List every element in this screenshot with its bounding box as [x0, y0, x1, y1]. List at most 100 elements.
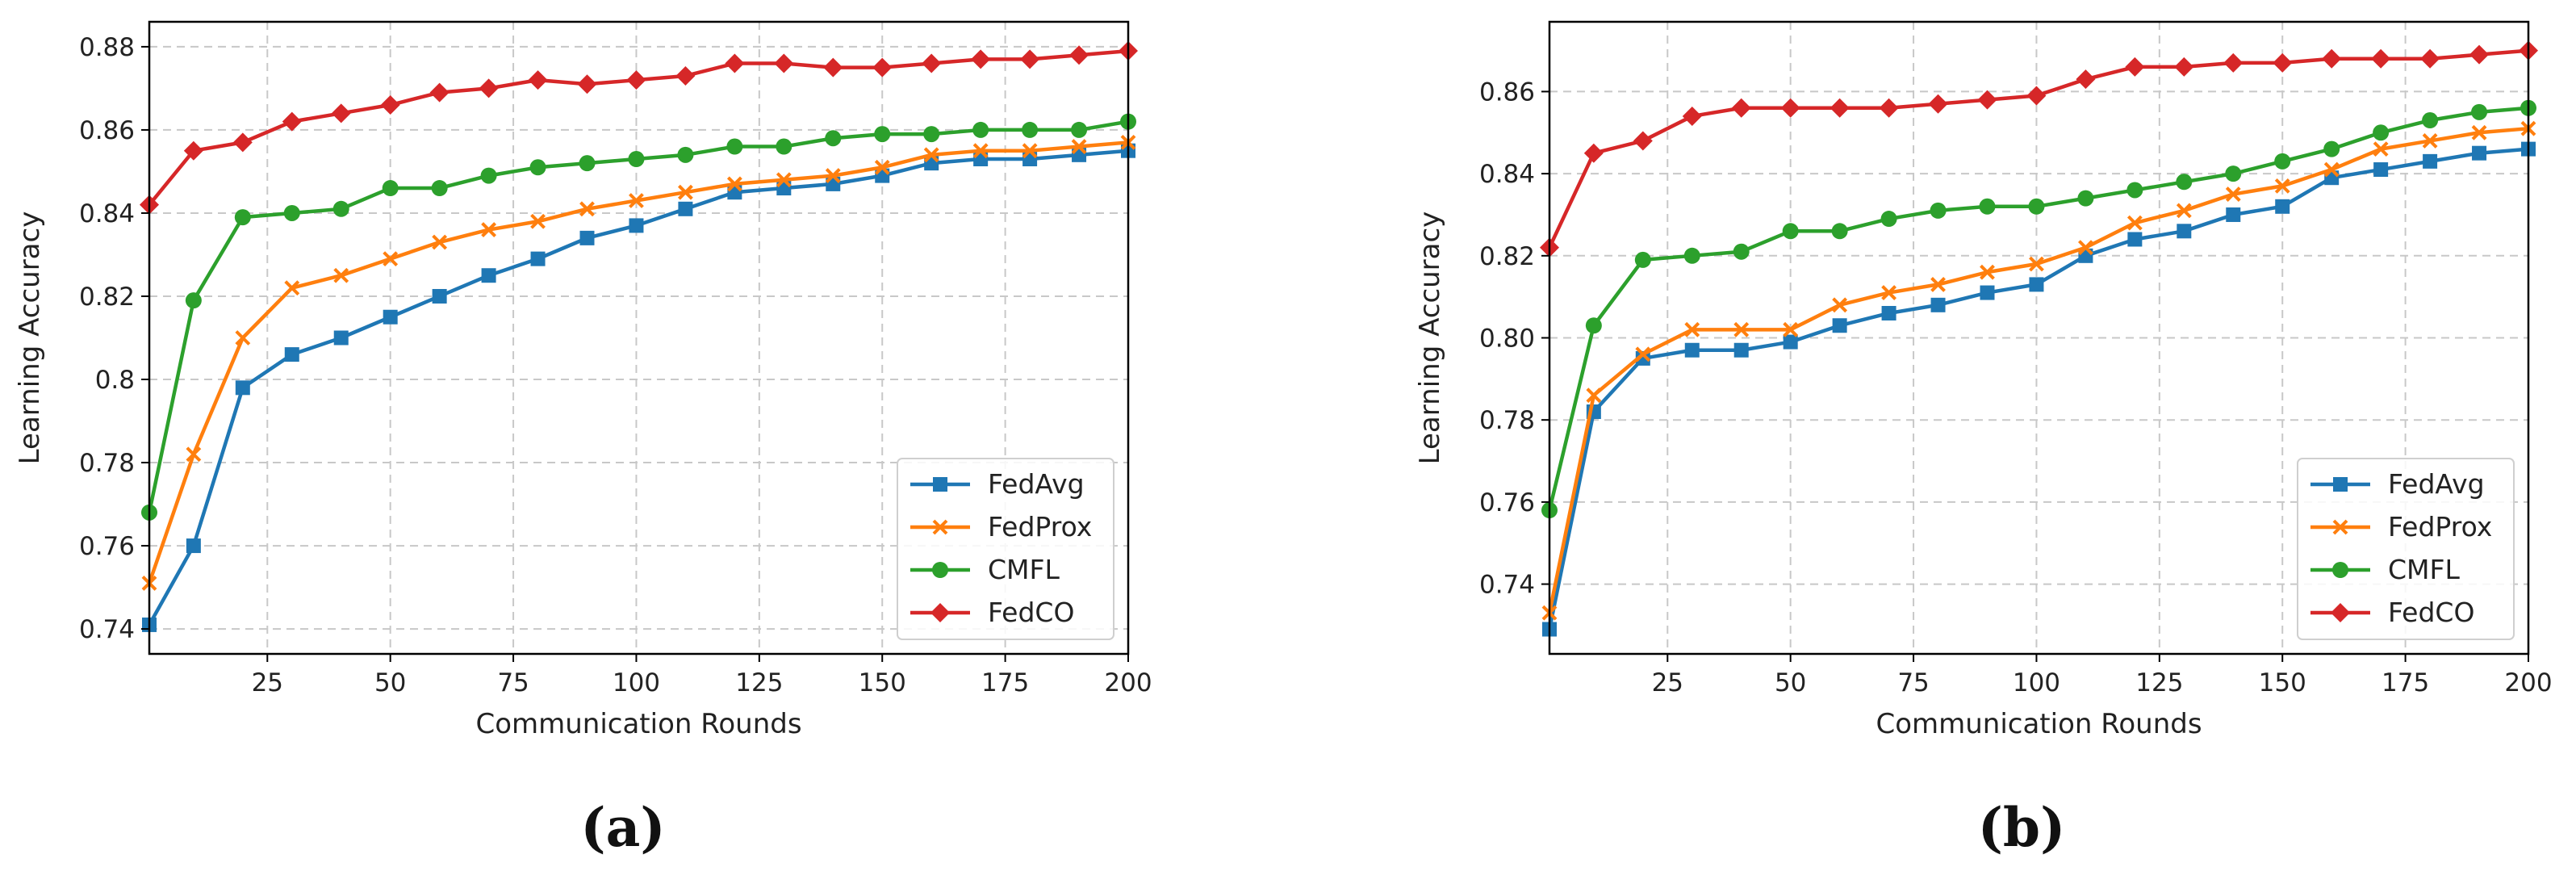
- data-point-fedco: [1879, 98, 1899, 118]
- data-point-fedprox: [186, 446, 202, 463]
- data-point-fedco: [2174, 57, 2194, 77]
- data-point-fedprox: [1684, 321, 1700, 337]
- data-point-cmfl: [2176, 174, 2193, 191]
- data-point-cmfl: [185, 292, 202, 309]
- data-point-fedco: [626, 70, 646, 90]
- data-point-fedprox: [776, 172, 792, 188]
- data-point-cmfl: [2077, 190, 2094, 207]
- data-point-fedco: [2223, 52, 2244, 73]
- data-point-fedco: [1682, 106, 1702, 126]
- data-point-cmfl: [529, 159, 546, 176]
- legend-marker-fedco: [930, 603, 950, 622]
- data-point-fedprox: [1783, 321, 1799, 337]
- data-point-cmfl: [1733, 243, 1750, 260]
- panel-caption: (a): [580, 796, 665, 859]
- data-point-fedprox: [677, 184, 693, 200]
- legend-label-fedavg: FedAvg: [988, 468, 1085, 500]
- data-point-cmfl: [332, 200, 349, 217]
- legend: FedAvg FedProx CMFL FedCO: [2297, 458, 2515, 640]
- data-point-fedprox: [1635, 346, 1651, 362]
- data-point-fedavg: [1832, 318, 1847, 333]
- data-point-fedprox: [972, 143, 989, 159]
- data-point-cmfl: [923, 126, 940, 143]
- data-point-fedprox: [923, 147, 939, 163]
- data-point-cmfl: [1831, 223, 1848, 240]
- data-point-fedco: [1977, 90, 1997, 110]
- legend-label-cmfl: CMFL: [988, 554, 1060, 585]
- data-point-fedprox: [2323, 161, 2340, 178]
- x-tick-label: 50: [1775, 668, 1806, 697]
- data-point-cmfl: [2028, 198, 2045, 215]
- legend-marker-fedprox: [2332, 519, 2348, 535]
- data-point-fedavg: [2373, 162, 2389, 178]
- data-point-fedprox: [333, 267, 349, 283]
- data-point-fedavg: [333, 330, 349, 346]
- y-tick-label: 0.88: [79, 33, 135, 62]
- data-point-fedavg: [2275, 199, 2290, 214]
- x-axis-label: Communication Rounds: [1876, 708, 2202, 740]
- data-point-cmfl: [431, 180, 448, 197]
- data-point-fedprox: [1980, 264, 1995, 280]
- data-point-fedprox: [481, 222, 497, 237]
- data-point-fedavg: [2177, 224, 2192, 239]
- data-point-cmfl: [726, 138, 743, 155]
- x-tick-label: 175: [981, 668, 1029, 697]
- legend-marker-fedco: [2331, 603, 2350, 622]
- data-point-cmfl: [1782, 223, 1799, 240]
- legend-marker-cmfl: [932, 562, 948, 578]
- data-point-fedavg: [235, 380, 250, 396]
- data-point-fedavg: [481, 268, 496, 283]
- data-point-fedco: [1069, 45, 1089, 65]
- data-point-fedco: [725, 53, 745, 73]
- legend-label-fedco: FedCO: [2388, 597, 2474, 628]
- x-tick-label: 100: [2013, 668, 2060, 697]
- data-point-cmfl: [825, 130, 842, 147]
- data-point-fedprox: [235, 330, 251, 346]
- data-point-cmfl: [2471, 103, 2488, 120]
- x-tick-label: 175: [2382, 668, 2429, 697]
- series-line-cmfl: [147, 119, 1129, 513]
- data-point-fedco: [380, 95, 400, 115]
- data-point-cmfl: [1979, 198, 1996, 215]
- y-tick-label: 0.76: [79, 532, 135, 561]
- x-axis-label: Communication Rounds: [475, 708, 801, 740]
- data-point-fedco: [2125, 57, 2145, 77]
- x-tick-label: 75: [497, 668, 529, 697]
- data-point-fedprox: [629, 193, 644, 208]
- y-tick-label: 0.86: [79, 116, 135, 145]
- data-point-cmfl: [1634, 251, 1651, 268]
- data-point-fedco: [232, 132, 253, 153]
- x-tick-label: 25: [1652, 668, 1683, 697]
- plot-frame: [148, 20, 1130, 656]
- data-point-fedavg: [1733, 342, 1749, 358]
- y-tick-label: 0.8: [95, 366, 135, 395]
- legend-box: [2297, 458, 2515, 640]
- data-point-fedprox: [2422, 133, 2438, 149]
- data-point-fedco: [2469, 44, 2490, 65]
- legend-marker-cmfl: [2332, 562, 2348, 578]
- data-point-fedco: [823, 57, 843, 77]
- data-point-cmfl: [1585, 317, 1602, 334]
- data-point-fedavg: [186, 538, 201, 554]
- y-tick-label: 0.74: [1479, 571, 1535, 600]
- data-point-fedco: [1928, 94, 1948, 114]
- data-point-fedavg: [2127, 232, 2143, 247]
- y-axis-label: Learning Accuracy: [1414, 212, 1446, 465]
- data-point-cmfl: [628, 150, 645, 167]
- x-tick-label: 25: [252, 668, 283, 697]
- data-point-fedprox: [284, 280, 300, 296]
- data-point-cmfl: [382, 180, 399, 197]
- data-point-fedco: [2420, 48, 2440, 69]
- data-point-fedprox: [2029, 256, 2044, 272]
- legend-marker-fedprox: [932, 519, 948, 535]
- data-point-fedavg: [1635, 350, 1650, 366]
- data-point-fedavg: [432, 288, 447, 304]
- data-point-fedavg: [2029, 277, 2044, 292]
- legend-label-fedprox: FedProx: [2388, 511, 2492, 542]
- data-point-fedprox: [726, 176, 742, 192]
- y-tick-label: 0.84: [1479, 160, 1535, 189]
- data-point-fedprox: [2225, 186, 2241, 202]
- data-point-fedprox: [383, 251, 399, 267]
- legend-label-fedco: FedCO: [988, 597, 1074, 628]
- data-point-fedco: [577, 74, 597, 94]
